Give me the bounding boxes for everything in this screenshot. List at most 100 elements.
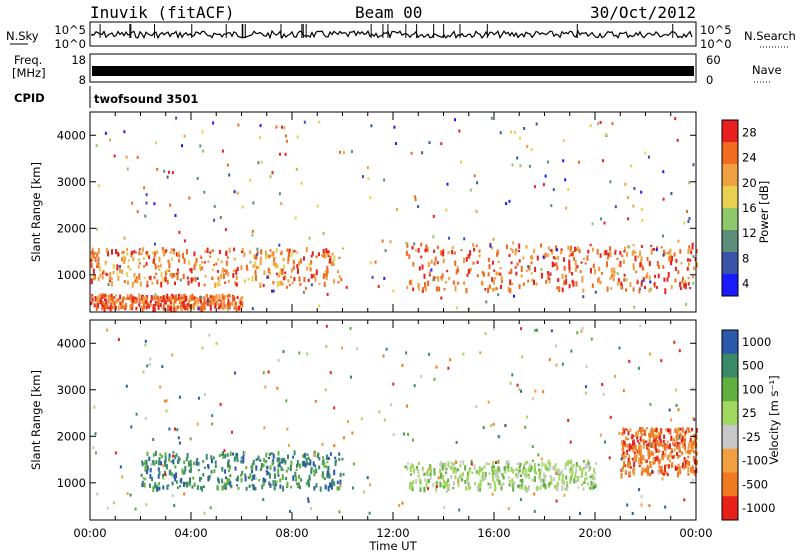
heatmap-cell [171, 257, 173, 261]
heatmap-cell [300, 181, 303, 185]
heatmap-cell [570, 473, 573, 478]
heatmap-cell [639, 250, 641, 257]
heatmap-cell [199, 144, 202, 148]
heatmap-cell [228, 173, 231, 177]
heatmap-cell [175, 453, 178, 457]
heatmap-cell [134, 507, 137, 511]
heatmap-cell [339, 484, 342, 488]
heatmap-cell [492, 422, 495, 426]
heatmap-cell [183, 470, 186, 475]
heatmap-cell [138, 293, 140, 300]
xtick-label: 00:00 [73, 526, 106, 540]
nave-tick-top: 60 [706, 53, 721, 67]
heatmap-cell [131, 281, 134, 288]
heatmap-cell [233, 247, 236, 252]
heatmap-cell [190, 268, 193, 274]
heatmap-cell [653, 460, 656, 465]
heatmap-cell [484, 471, 487, 478]
heatmap-cell [168, 427, 171, 431]
heatmap-cell [132, 257, 135, 262]
heatmap-cell [676, 428, 679, 434]
heatmap-cell [512, 241, 515, 245]
heatmap-cell [331, 252, 334, 256]
heatmap-cell [604, 440, 606, 444]
heatmap-cell [94, 275, 96, 280]
heatmap-cell [173, 305, 176, 312]
heatmap-cell [614, 205, 617, 209]
heatmap-cell [639, 444, 642, 451]
heatmap-cell [478, 254, 481, 258]
heatmap-cell [187, 280, 190, 286]
heatmap-cell [152, 260, 155, 264]
heatmap-cell [121, 269, 124, 274]
heatmap-cell [483, 272, 485, 277]
heatmap-cell [143, 265, 146, 268]
heatmap-cell [657, 432, 660, 439]
heatmap-cell [687, 446, 690, 449]
heatmap-cell [101, 295, 104, 299]
heatmap-cell [687, 449, 690, 454]
heatmap-cell [684, 280, 687, 283]
heatmap-cell [555, 363, 558, 367]
heatmap-cell [170, 248, 173, 252]
heatmap-cell [520, 327, 523, 331]
heatmap-cell [209, 295, 212, 298]
heatmap-cell [688, 449, 691, 455]
heatmap-cell [138, 258, 140, 261]
heatmap-cell [435, 286, 438, 292]
heatmap-cell [620, 468, 623, 473]
heatmap-cell [107, 283, 110, 286]
heatmap-cell [180, 294, 183, 297]
heatmap-cell [578, 248, 581, 254]
heatmap-cell [535, 487, 538, 491]
heatmap-cell [648, 504, 651, 508]
heatmap-cell [225, 476, 227, 480]
heatmap-cell [327, 456, 330, 461]
xtick-label: 04:00 [174, 526, 207, 540]
heatmap-cell [341, 457, 344, 461]
heatmap-cell [659, 434, 661, 438]
heatmap-cell [500, 486, 503, 491]
heatmap-cell [682, 430, 685, 433]
heatmap-cell [214, 464, 217, 468]
heatmap-cell [527, 474, 530, 477]
heatmap-cell [197, 282, 200, 287]
heatmap-cell [173, 273, 176, 278]
colorbar-tick-label: -25 [742, 430, 761, 444]
heatmap-cell [175, 116, 178, 120]
heatmap-cell [558, 474, 561, 481]
heatmap-cell [171, 494, 174, 497]
heatmap-cell [259, 468, 262, 471]
heatmap-cell [142, 370, 145, 374]
heatmap-cell [407, 462, 409, 465]
heatmap-cell [334, 456, 337, 460]
heatmap-cell [158, 268, 161, 271]
heatmap-cell [453, 463, 456, 466]
heatmap-cell [582, 288, 585, 293]
heatmap-cell [529, 255, 532, 260]
heatmap-cell [547, 459, 550, 465]
heatmap-cell [265, 470, 268, 473]
heatmap-cell [439, 468, 441, 473]
heatmap-cell [212, 121, 215, 125]
heatmap-cell [266, 465, 269, 470]
heatmap-cell [627, 217, 630, 221]
heatmap-cell [472, 243, 475, 247]
heatmap-cell [194, 276, 197, 282]
heatmap-cell [252, 264, 255, 268]
heatmap-cell [392, 382, 395, 386]
heatmap-cell [545, 280, 548, 284]
heatmap-cell [647, 442, 650, 447]
heatmap-cell [624, 428, 627, 431]
heatmap-cell [255, 465, 258, 471]
heatmap-cell [473, 174, 476, 178]
heatmap-cell [296, 135, 299, 139]
heatmap-cell [401, 363, 404, 367]
heatmap-cell [492, 478, 495, 482]
heatmap-cell [598, 276, 601, 282]
heatmap-cell [201, 130, 204, 134]
heatmap-cell [194, 299, 196, 303]
heatmap-cell [560, 250, 563, 255]
heatmap-cell [148, 456, 151, 461]
